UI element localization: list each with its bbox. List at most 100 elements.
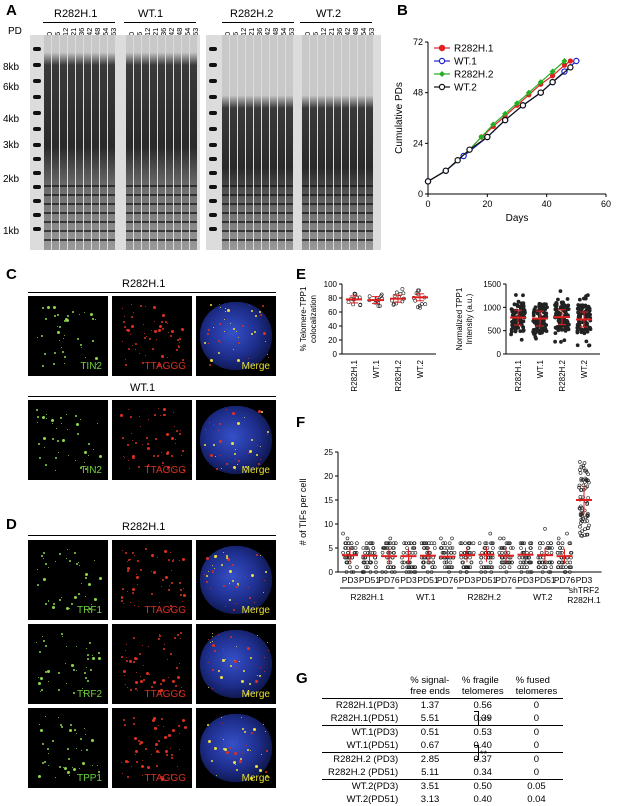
fluorescent-spot [260, 410, 263, 413]
fluorescent-spot [209, 454, 213, 458]
y-tick-label: 0 [329, 568, 334, 577]
fluorescent-spot [142, 443, 144, 445]
fluorescent-spot [123, 602, 125, 604]
fluorescent-spot [51, 437, 54, 440]
gel-lane [326, 35, 333, 250]
gel-band [246, 203, 253, 205]
fluorescent-spot [134, 604, 136, 606]
fluorescent-spot [148, 418, 150, 420]
gel-band [142, 212, 149, 214]
fluorescent-spot [157, 637, 160, 640]
pd-label: PD76 [437, 575, 459, 585]
pd-label: PD76 [378, 575, 400, 585]
fluorescent-spot [37, 682, 41, 686]
data-point [556, 565, 561, 569]
fluorescent-spot [47, 753, 49, 755]
data-point [583, 527, 587, 532]
fluorescent-spot [257, 634, 259, 636]
fluorescent-spot [130, 689, 133, 692]
fluorescent-spot [230, 636, 233, 639]
data-point [369, 541, 373, 545]
fluorescent-spot [226, 462, 229, 465]
fluorescent-spot [266, 775, 269, 778]
channel-label: TTAGGG [144, 773, 186, 784]
y-axis-label: Cumulative PDs [394, 82, 405, 154]
data-point [578, 471, 583, 475]
fluorescent-spot [263, 592, 265, 594]
fluorescent-spot [56, 331, 60, 335]
data-point [582, 461, 587, 465]
gel-lane [84, 35, 91, 250]
fluorescent-spot [39, 724, 41, 726]
gel-band [230, 230, 237, 232]
fluorescent-spot [94, 560, 96, 562]
gel-band [302, 185, 309, 187]
merge-image: Merge [196, 624, 276, 704]
data-point [442, 565, 447, 569]
fluorescent-spot [127, 408, 129, 410]
fluorescent-spot [231, 564, 234, 567]
fluorescent-spot [249, 304, 251, 306]
data-point [458, 541, 463, 545]
fluorescent-spot [83, 450, 87, 454]
data-point [394, 290, 399, 295]
group-line [124, 22, 196, 23]
fluorescent-spot [167, 450, 170, 453]
gel-lane [68, 35, 75, 250]
fluorescent-spot [39, 676, 43, 680]
fluorescent-spot [71, 664, 75, 668]
gel-band [174, 230, 181, 232]
fluorescent-spot [45, 563, 48, 566]
data-point [421, 541, 426, 545]
data-point [372, 551, 377, 555]
data-point [581, 495, 585, 500]
fluorescent-spot [80, 466, 83, 469]
legend-marker [438, 57, 446, 65]
fluorescent-spot [95, 318, 97, 320]
gel-band [334, 203, 341, 205]
data-point [523, 555, 527, 560]
data-point [562, 570, 567, 574]
data-point [507, 565, 512, 569]
fluorescent-spot [42, 557, 44, 559]
fluorescent-spot [162, 726, 164, 728]
data-point [400, 287, 405, 291]
data-point [478, 134, 485, 140]
gel-lane [190, 35, 197, 250]
fluorescent-spot [84, 577, 87, 580]
data-point [508, 560, 512, 565]
data-point [448, 546, 453, 550]
data-point [448, 560, 453, 565]
nucleus-dapi [200, 546, 272, 614]
fluorescent-spot [60, 423, 62, 425]
data-point [580, 534, 584, 538]
data-point [579, 506, 584, 510]
fluorescent-spot [172, 560, 175, 563]
ladder-band [33, 171, 41, 175]
data-point [419, 541, 424, 545]
gel-band [174, 203, 181, 205]
fluorescent-spot [72, 669, 75, 672]
gel-band [310, 194, 317, 196]
y-tick-label: 1500 [483, 280, 501, 289]
fluorescent-spot [169, 605, 172, 607]
fluorescent-spot [124, 724, 127, 727]
fluorescent-spot [211, 688, 213, 690]
gel-band [366, 212, 373, 214]
fluorescent-spot [125, 650, 127, 652]
data-point [348, 565, 352, 569]
data-point [445, 565, 449, 569]
fluorescent-spot [162, 462, 165, 465]
fluorescent-spot [36, 409, 39, 412]
fluorescent-spot [254, 314, 257, 317]
channel-label: Merge [241, 605, 270, 616]
gel-band [76, 185, 83, 187]
fluorescent-spot [96, 765, 98, 767]
fluorescent-spot [37, 677, 39, 679]
gel-band [302, 230, 309, 232]
data-point [556, 328, 561, 333]
table-row: WT.2(PD3) 3.51 0.50 0.05 [351, 781, 546, 792]
fluorescent-spot [250, 732, 253, 735]
ladder-band [209, 199, 217, 203]
